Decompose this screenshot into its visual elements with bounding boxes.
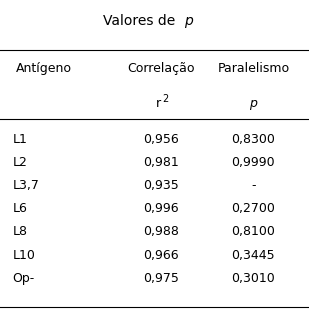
Text: r: r — [155, 97, 161, 110]
Text: 0,966: 0,966 — [143, 249, 179, 262]
Text: Op-: Op- — [12, 272, 35, 285]
Text: 0,935: 0,935 — [143, 179, 179, 192]
Text: p: p — [184, 14, 193, 28]
Text: 0,3010: 0,3010 — [231, 272, 275, 285]
Text: 0,975: 0,975 — [143, 272, 179, 285]
Text: L6: L6 — [12, 202, 27, 215]
Text: 0,981: 0,981 — [143, 156, 179, 169]
Text: L1: L1 — [12, 133, 27, 146]
Text: L10: L10 — [12, 249, 35, 262]
Text: Valores de: Valores de — [103, 14, 179, 28]
Text: Antígeno: Antígeno — [15, 62, 71, 75]
Text: 0,988: 0,988 — [143, 225, 179, 239]
Text: 0,3445: 0,3445 — [231, 249, 275, 262]
Text: 0,2700: 0,2700 — [231, 202, 275, 215]
Text: -: - — [251, 179, 256, 192]
Text: L8: L8 — [12, 225, 28, 239]
Text: Correlação: Correlação — [127, 62, 194, 75]
Text: L2: L2 — [12, 156, 27, 169]
Text: p: p — [249, 97, 257, 110]
Text: 0,8300: 0,8300 — [231, 133, 275, 146]
Text: 0,9990: 0,9990 — [231, 156, 275, 169]
Text: Paralelismo: Paralelismo — [217, 62, 290, 75]
Text: 0,8100: 0,8100 — [231, 225, 275, 239]
Text: 0,956: 0,956 — [143, 133, 179, 146]
Text: 0,996: 0,996 — [143, 202, 179, 215]
Text: 2: 2 — [162, 94, 168, 104]
Text: L3,7: L3,7 — [12, 179, 39, 192]
